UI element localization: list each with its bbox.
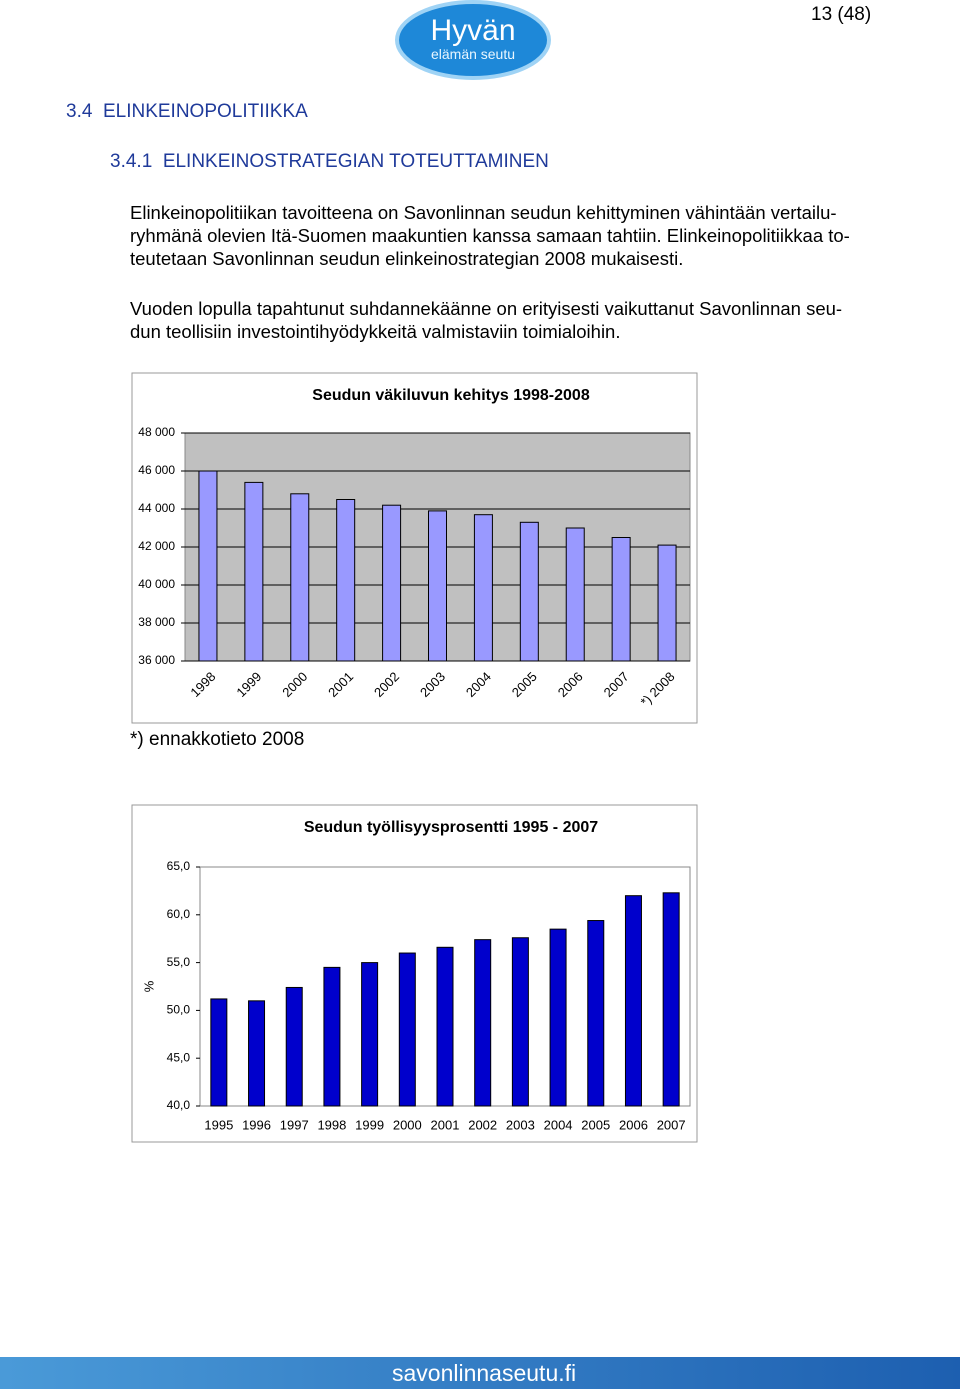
- subheading: 3.4.1 ELINKEINOSTRATEGIAN TOTEUTTAMINEN: [110, 151, 549, 172]
- bar: [210, 998, 228, 1107]
- bar: [382, 504, 402, 662]
- bar: [662, 892, 680, 1107]
- page-number: 13 (48): [811, 4, 872, 25]
- y-tick-label: 44 000: [138, 501, 175, 515]
- x-tick-label: 2004: [544, 1117, 573, 1132]
- footer-text: savonlinnaseutu.fi: [392, 1360, 577, 1386]
- x-tick-label: 2002: [468, 1117, 497, 1132]
- x-tick-label: 2005: [581, 1117, 610, 1132]
- y-tick-label: 45,0: [167, 1050, 191, 1064]
- x-tick-label: 1997: [280, 1117, 309, 1132]
- bar: [474, 939, 492, 1107]
- bar: [473, 514, 493, 662]
- line: Elinkeinopolitiikan tavoitteena on Savon…: [130, 202, 837, 223]
- y-tick-label: 38 000: [138, 615, 175, 629]
- x-tick-label: 1999: [355, 1117, 384, 1132]
- y-tick-label: 60,0: [167, 907, 191, 921]
- bar: [549, 928, 567, 1107]
- logo: Hyvän elämän seutu: [395, 0, 551, 80]
- bar: [323, 966, 341, 1107]
- x-tick-label: 2003: [506, 1117, 535, 1132]
- x-tick-label: 1998: [317, 1117, 346, 1132]
- bar: [624, 895, 642, 1107]
- chart-title: Seudun väkiluvun kehitys 1998-2008: [312, 387, 590, 404]
- y-tick-label: 55,0: [167, 955, 191, 969]
- y-tick-label: 50,0: [167, 1003, 191, 1017]
- bar: [565, 527, 585, 662]
- line: dun teollisiin investointihyödykkeitä va…: [130, 321, 621, 342]
- y-tick-label: 40 000: [138, 577, 175, 591]
- y-tick-label: 42 000: [138, 539, 175, 553]
- y-tick-label: 36 000: [138, 653, 175, 667]
- bar: [198, 470, 218, 662]
- bar: [361, 962, 379, 1107]
- bar: [428, 510, 447, 662]
- y-tick-label: 48 000: [138, 425, 175, 439]
- x-tick-label: 2001: [431, 1117, 460, 1132]
- x-tick-label: 2006: [619, 1117, 648, 1132]
- bar: [398, 952, 416, 1107]
- logo-subtitle: elämän seutu: [431, 46, 515, 62]
- heading: 3.4 ELINKEINOPOLITIIKKA: [66, 101, 308, 122]
- bar: [285, 986, 303, 1107]
- paragraph: Elinkeinopolitiikan tavoitteena on Savon…: [130, 201, 940, 270]
- bar: [611, 537, 631, 662]
- footer-band: savonlinnaseutu.fi: [0, 1357, 960, 1389]
- line: teutetaan Savonlinnan seudun elinkeinost…: [130, 248, 684, 269]
- chart-title: Seudun työllisyysprosentti 1995 - 2007: [304, 819, 598, 836]
- y-tick-label: 65,0: [167, 859, 191, 873]
- line: ryhmänä olevien Itä-Suomen maakuntien ka…: [130, 225, 850, 246]
- paragraph: Vuoden lopulla tapahtunut suhdannekäänne…: [130, 297, 940, 343]
- y-axis-label: %: [141, 980, 156, 992]
- bar: [244, 481, 264, 662]
- bar: [248, 1000, 266, 1107]
- line: Vuoden lopulla tapahtunut suhdannekäänne…: [130, 298, 843, 319]
- bar: [436, 946, 454, 1107]
- bar: [587, 920, 605, 1107]
- bar: [519, 521, 539, 662]
- x-tick-label: 2007: [657, 1117, 686, 1132]
- bar: [511, 937, 529, 1107]
- y-tick-label: 46 000: [138, 463, 175, 477]
- bar: [657, 544, 677, 662]
- x-tick-label: 1996: [242, 1117, 271, 1132]
- x-tick-label: 1995: [204, 1117, 233, 1132]
- bar: [336, 499, 356, 662]
- x-tick-label: 2000: [393, 1117, 422, 1132]
- logo-title: Hyvän: [430, 14, 515, 47]
- footnote: *) ennakkotieto 2008: [130, 729, 305, 750]
- bar: [290, 493, 310, 662]
- y-tick-label: 40,0: [167, 1098, 191, 1112]
